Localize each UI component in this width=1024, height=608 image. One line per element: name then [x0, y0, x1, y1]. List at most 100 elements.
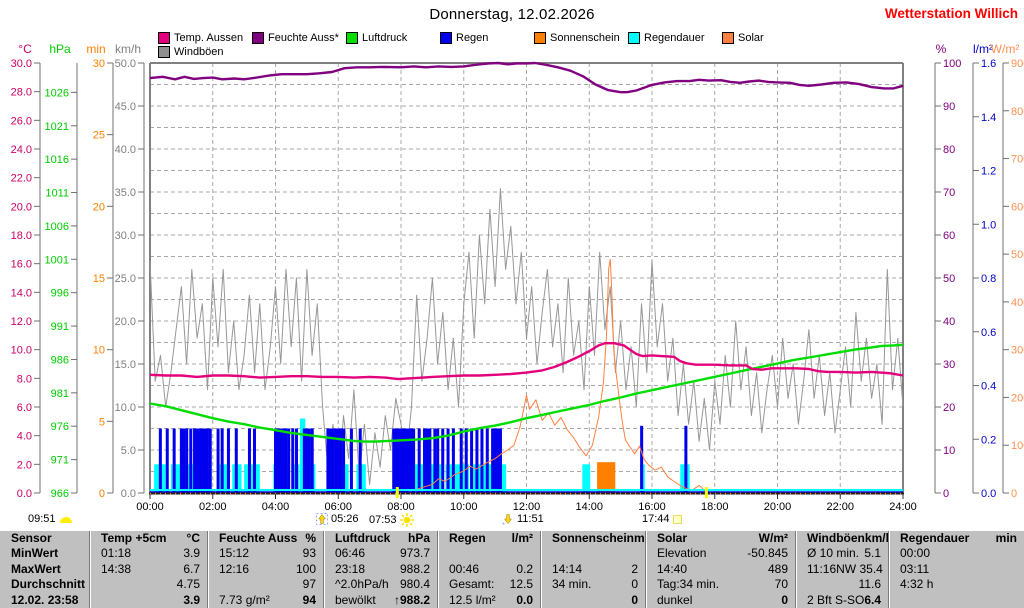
svg-text:2.0: 2.0 [17, 459, 32, 471]
svg-text:10: 10 [93, 345, 105, 357]
svg-text:0.0: 0.0 [981, 488, 996, 500]
col-4-row-1: 14:14 2 [541, 562, 645, 577]
svg-text:100: 100 [1011, 440, 1024, 452]
col-7-row-0: 00:00 [889, 546, 1024, 561]
series-sunshine-block [597, 462, 616, 493]
svg-text:70: 70 [943, 187, 955, 199]
svg-text:1016: 1016 [45, 154, 69, 166]
axis-ruler-pressure: 966 971 976 981 986 991 996 1001 1006 1011 1016 102… [45, 42, 78, 500]
svg-text:15: 15 [93, 273, 105, 285]
series-wind-gusts-line [149, 188, 904, 485]
svg-text:45.0: 45.0 [115, 101, 136, 113]
col-5-row-2: Tag:34 min. 70 [646, 577, 795, 592]
sensor-summary-table: Sensor MinWert MaxWert Durchschnitt 12.02. 2… [0, 530, 1024, 608]
svg-text:10:00: 10:00 [450, 501, 478, 513]
svg-text:22.0: 22.0 [11, 173, 32, 185]
col-5-row-2-value: 70 [774, 577, 788, 592]
legend-label: Feuchte Auss* [268, 32, 339, 44]
axis-unit-pressure: hPa [49, 42, 71, 56]
series-solar-line [397, 258, 718, 494]
svg-text:12:00: 12:00 [513, 501, 541, 513]
legend-label: Solar [738, 32, 764, 44]
legend-label: Luftdruck [362, 32, 408, 44]
svg-text:300: 300 [1011, 345, 1024, 357]
table-column-temp-5cm: Temp +5cm °C 01:18 3.9 14:38 6.7 4.75 3.9 [89, 531, 207, 608]
col-6-row-3-label: 2 Bft S-SO [807, 592, 865, 607]
table-column-feuchte-auss: Feuchte Auss% 15:12 93 12:16 100 97 7.73 g/m² 9… [207, 531, 323, 608]
col-6-row-2: 11.6 [796, 577, 888, 592]
svg-text:0: 0 [99, 488, 105, 500]
svg-text:02:00: 02:00 [199, 501, 227, 513]
legend-swatch-icon [534, 32, 546, 44]
svg-text:90: 90 [943, 101, 955, 113]
col-6-row-3: 2 Bft S-SO 6.4 [796, 593, 888, 608]
table-column-regen: Regen l/m² 00:46 0.2 Gesamt: 12.5 12.5 l/m² 0.0 [437, 531, 540, 608]
svg-text:600: 600 [1011, 201, 1024, 213]
col-4-row-0-label [547, 546, 552, 561]
table-column-regendauer: Regendauer min 00:00 03:11 4:32 h [888, 531, 1024, 608]
col-5-row-3-label: dunkel [657, 592, 693, 607]
col-2-header: Luftdruck hPa [324, 531, 437, 546]
svg-text:25: 25 [93, 130, 105, 142]
sun-marker-05-26: 05:26 [316, 513, 359, 525]
table-column-luftdruck: Luftdruck hPa 06:46 973.7 23:18 988.2 ^2.0hPa/… [323, 531, 437, 608]
col-1-header-label: Feuchte Auss [219, 531, 298, 545]
svg-text:10.0: 10.0 [11, 345, 32, 357]
col-3-header-value: l/m² [511, 531, 533, 545]
svg-text:40: 40 [943, 316, 955, 328]
svg-text:30.0: 30.0 [11, 58, 32, 70]
svg-text:80: 80 [943, 144, 955, 156]
moonset-arrow-icon [502, 513, 514, 525]
col-1-row-1: 12:16 100 [208, 562, 323, 577]
col-3-row-1: 00:46 0.2 [438, 562, 540, 577]
row-label-3: Durchschnitt [0, 577, 89, 592]
col-2-row-3: bewölkt ↑988.2 [324, 593, 437, 608]
svg-text:14.0: 14.0 [11, 287, 32, 299]
col-6-row-2-label [802, 577, 807, 592]
axis-unit-solar: W/m² [991, 42, 1020, 56]
svg-text:1026: 1026 [45, 87, 69, 99]
col-4-row-1-value: 2 [631, 561, 638, 576]
col-3-header: Regen l/m² [438, 531, 540, 546]
row-label-1-label: MinWert [11, 546, 59, 561]
svg-text:40.0: 40.0 [115, 144, 136, 156]
row-label-4-label: 12.02. 23:58 [11, 592, 79, 607]
svg-text:0.0: 0.0 [121, 488, 136, 500]
col-4-row-1-label: 14:14 [552, 561, 583, 576]
col-7-row-1: 03:11 [889, 562, 1024, 577]
svg-text:8.0: 8.0 [17, 373, 32, 385]
sun-marker-time: 11:51 [517, 513, 544, 525]
col-0-row-0-label: 01:18 [101, 546, 132, 561]
col-1-header-value: % [305, 531, 316, 545]
col-0-header-value: °C [186, 531, 200, 545]
col-1-row-0-label: 15:12 [219, 546, 250, 561]
svg-text:35.0: 35.0 [115, 187, 136, 199]
col-3-row-3-label: 12.5 l/m² [449, 592, 496, 607]
sun-marker-time: 05:26 [331, 513, 359, 525]
svg-text:50: 50 [943, 273, 955, 285]
svg-text:30: 30 [943, 359, 955, 371]
col-3-header-label: Regen [449, 531, 486, 545]
col-4-row-0 [541, 546, 645, 561]
svg-text:981: 981 [51, 388, 69, 400]
col-1-row-2: 97 [208, 577, 323, 592]
svg-text:0: 0 [1011, 488, 1017, 500]
svg-text:18.0: 18.0 [11, 230, 32, 242]
col-1-row-0-value: 93 [302, 546, 316, 561]
axis-unit-wind: km/h [115, 42, 141, 56]
col-3-row-3: 12.5 l/m² 0.0 [438, 593, 540, 608]
col-4-header-label: Sonnenschein [552, 531, 635, 545]
series-temperature-line [149, 342, 904, 381]
col-4-row-2-label: 34 min. [552, 577, 592, 592]
col-0-row-2: 4.75 [90, 577, 207, 592]
legend-item-sonnenschein: Sonnenschein [534, 32, 620, 44]
col-2-row-3-label: bewölkt [335, 592, 376, 607]
col-0-row-0: 01:18 3.9 [90, 546, 207, 561]
col-1-row-3-label: 7.73 g/m² [219, 592, 270, 607]
legend-label: Regen [456, 32, 489, 44]
series-rain-bars [158, 425, 688, 493]
svg-text:20.0: 20.0 [11, 201, 32, 213]
legend-label: Regendauer [644, 32, 705, 44]
